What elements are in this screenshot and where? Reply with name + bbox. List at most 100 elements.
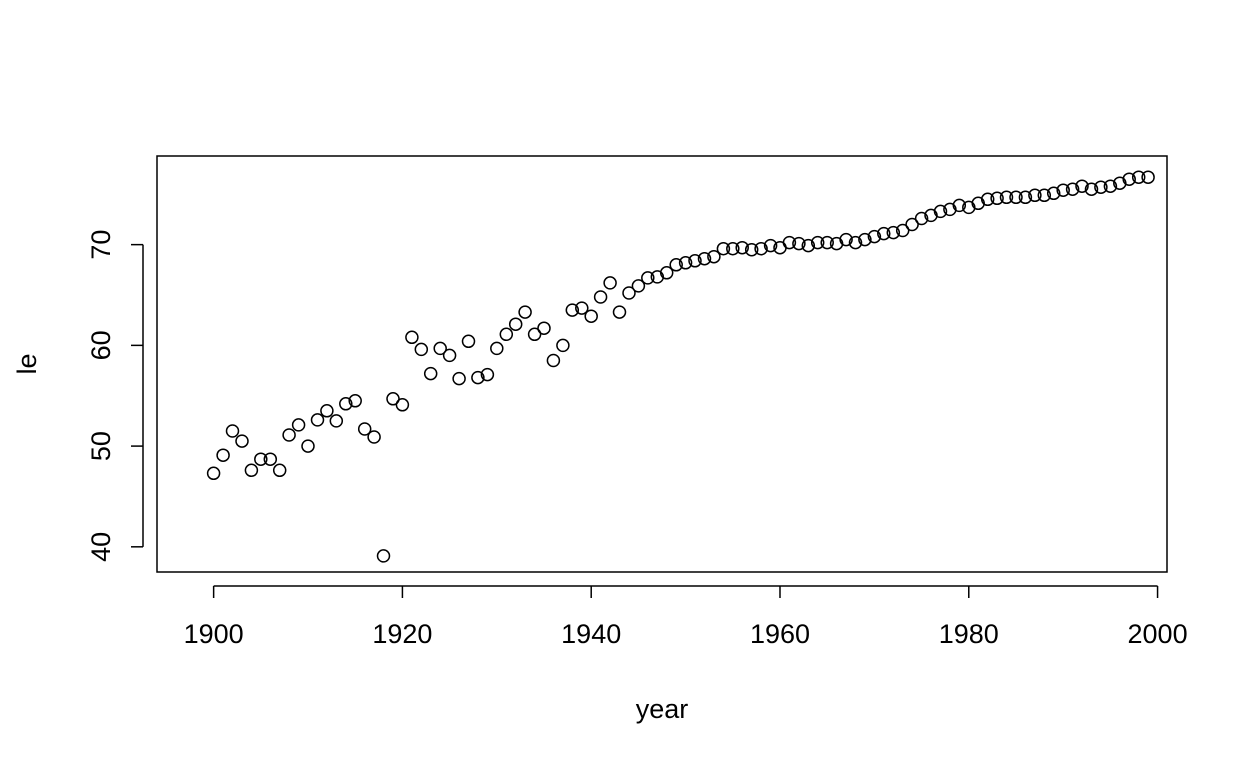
data-point xyxy=(820,235,834,250)
data-point xyxy=(1131,170,1146,184)
data-point xyxy=(1009,190,1023,205)
data-point xyxy=(386,392,400,406)
data-point xyxy=(858,232,872,247)
data-point xyxy=(810,235,825,250)
data-point xyxy=(744,242,759,257)
data-point xyxy=(726,241,740,256)
data-point xyxy=(1056,183,1070,197)
data-point xyxy=(735,240,749,255)
data-point xyxy=(367,430,381,444)
y-tick-label: 60 xyxy=(86,330,116,360)
data-point xyxy=(716,241,731,256)
plot-frame xyxy=(156,155,1168,573)
data-point xyxy=(499,327,514,342)
data-point xyxy=(339,397,353,411)
data-point xyxy=(603,276,617,290)
data-point xyxy=(320,404,334,418)
data-point xyxy=(697,251,712,266)
data-point xyxy=(423,366,438,381)
data-point xyxy=(952,198,967,213)
data-point xyxy=(1065,182,1080,196)
data-point xyxy=(461,334,476,349)
data-point xyxy=(763,238,778,253)
x-axis: 1900 1920 1940 1960 1980 2000 xyxy=(184,585,1188,649)
data-point xyxy=(659,266,674,280)
data-point xyxy=(914,211,929,226)
data-point xyxy=(754,241,768,256)
data-point xyxy=(1046,186,1061,201)
data-point xyxy=(943,202,957,217)
data-points xyxy=(206,170,1155,563)
data-point xyxy=(291,418,306,432)
data-point xyxy=(895,223,910,238)
y-axis-label: le xyxy=(12,353,42,374)
data-point xyxy=(999,190,1014,205)
data-point xyxy=(782,235,797,250)
data-point xyxy=(886,225,901,240)
data-point xyxy=(905,217,919,232)
data-point xyxy=(452,371,466,386)
data-point xyxy=(537,321,551,335)
data-point xyxy=(329,414,344,428)
data-point xyxy=(1028,188,1042,203)
data-point xyxy=(575,301,589,315)
data-point xyxy=(301,439,315,453)
data-point xyxy=(244,463,259,478)
x-tick-label: 1960 xyxy=(750,619,810,649)
data-point xyxy=(990,191,1004,206)
data-point xyxy=(263,452,278,466)
data-point xyxy=(1103,179,1118,193)
data-point xyxy=(310,413,325,427)
data-point xyxy=(1018,190,1033,205)
data-point xyxy=(527,327,542,342)
x-tick-label: 1900 xyxy=(184,619,244,649)
data-point xyxy=(254,452,268,466)
y-axis: 40 50 60 70 xyxy=(86,230,144,562)
x-tick-label: 2000 xyxy=(1128,619,1188,649)
data-point xyxy=(622,286,636,300)
data-point xyxy=(518,305,532,319)
data-point xyxy=(1075,179,1089,193)
data-point xyxy=(980,192,995,207)
data-point xyxy=(490,341,504,356)
data-point xyxy=(867,229,882,244)
data-point xyxy=(848,235,863,250)
data-point xyxy=(669,258,683,272)
data-point xyxy=(801,238,816,253)
y-tick-label: 50 xyxy=(86,431,116,461)
data-point xyxy=(272,463,287,478)
data-point xyxy=(556,338,570,353)
x-axis-label: year xyxy=(636,694,689,724)
data-point xyxy=(933,204,948,219)
y-tick-label: 40 xyxy=(86,532,116,562)
data-point xyxy=(442,348,457,363)
data-point xyxy=(1084,182,1099,196)
y-tick-label: 70 xyxy=(86,230,116,260)
data-point xyxy=(433,341,447,356)
data-point xyxy=(612,305,627,319)
data-point xyxy=(546,353,561,368)
x-tick-label: 1940 xyxy=(561,619,621,649)
data-point xyxy=(877,226,891,241)
data-point xyxy=(1037,188,1052,203)
data-point xyxy=(565,303,580,317)
data-point xyxy=(206,466,221,481)
data-point xyxy=(678,256,693,270)
data-point xyxy=(471,370,485,385)
data-point xyxy=(282,428,296,442)
data-point xyxy=(414,342,429,357)
data-point xyxy=(688,254,702,268)
x-tick-label: 1980 xyxy=(939,619,999,649)
data-point xyxy=(792,236,806,251)
data-point xyxy=(508,317,523,331)
data-point xyxy=(1094,180,1108,194)
data-point xyxy=(584,309,598,323)
data-point xyxy=(1122,172,1136,186)
data-point xyxy=(216,448,230,462)
data-point xyxy=(1141,170,1155,184)
data-point xyxy=(480,367,495,382)
data-point xyxy=(395,398,410,412)
data-point xyxy=(376,549,391,563)
data-point xyxy=(405,330,419,345)
